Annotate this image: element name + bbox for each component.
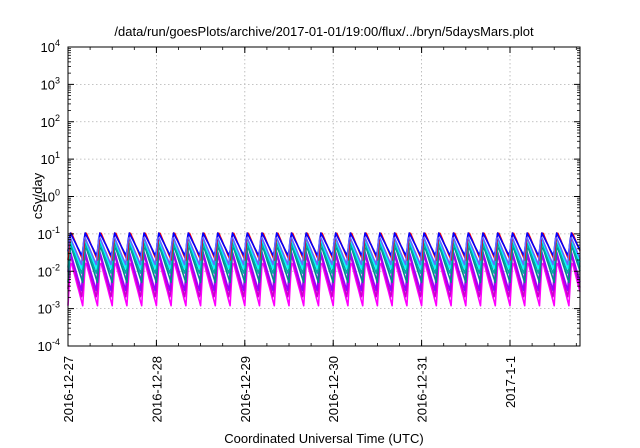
x-tick-label: 2016-12-29: [238, 356, 253, 423]
y-axis-label: cSv/day: [30, 172, 45, 219]
y-tick-label: 104: [41, 38, 60, 55]
x-tick-label: 2017-1-1: [503, 356, 518, 408]
series-line: [67, 247, 581, 284]
x-tick-label: 2016-12-27: [61, 356, 76, 423]
y-tick-label: 10-3: [38, 300, 60, 317]
chart-title: /data/run/goesPlots/archive/2017-01-01/1…: [114, 24, 534, 39]
y-axis: 10-4 10-3 10-2 10-1 100 101 102 103 104: [38, 38, 580, 354]
y-tick-label: 100: [41, 188, 60, 205]
y-tick-label: 10-2: [38, 262, 60, 279]
x-tick-label: 2016-12-31: [415, 356, 430, 423]
series-line: [67, 242, 581, 274]
series-line: [67, 254, 581, 298]
y-tick-label: 102: [41, 113, 60, 130]
x-tick-label: 2016-12-28: [149, 356, 164, 423]
series-layer: [67, 232, 581, 307]
series-line: [67, 262, 581, 307]
x-axis: 2016-12-27 2016-12-28 2016-12-29 2016-12-30…: [61, 47, 577, 423]
x-axis-label: Coordinated Universal Time (UTC): [224, 431, 423, 446]
series-line: [67, 237, 581, 266]
y-tick-label: 103: [41, 75, 60, 92]
y-tick-label: 101: [41, 150, 60, 167]
y-tick-label: 10-1: [38, 225, 60, 242]
y-tick-label: 10-4: [38, 337, 60, 354]
x-tick-label: 2016-12-30: [326, 356, 341, 423]
